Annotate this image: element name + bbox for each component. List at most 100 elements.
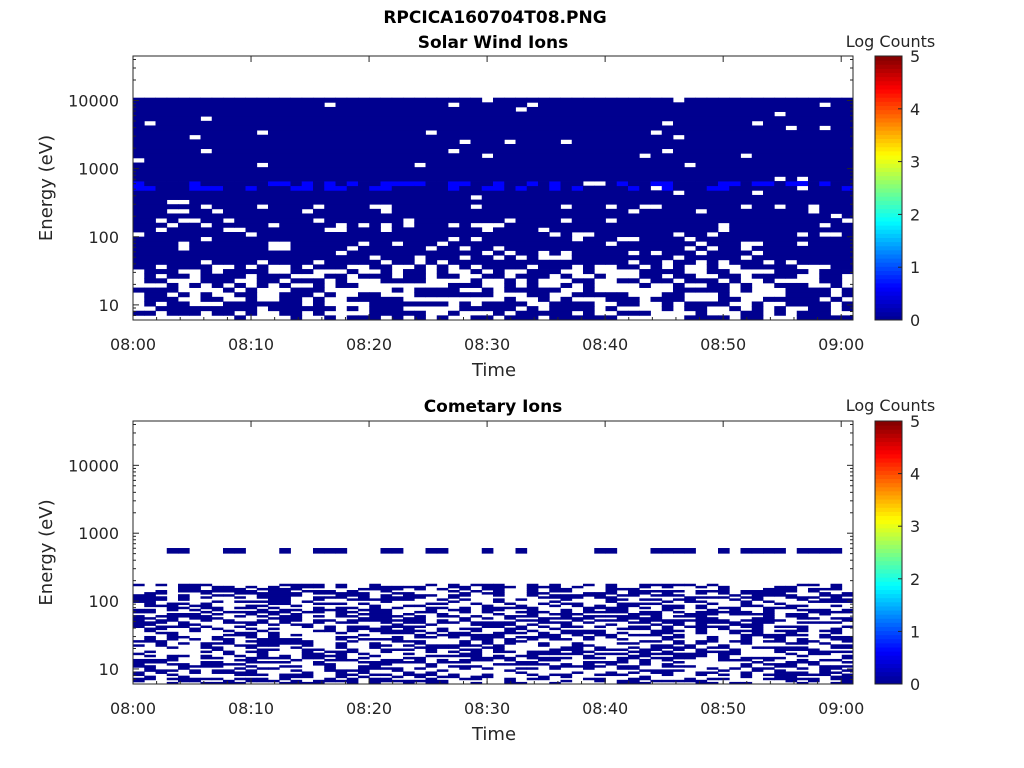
heatmap-cell — [290, 638, 303, 641]
heatmap-cell — [391, 278, 404, 284]
heatmap-cell — [639, 310, 651, 316]
heatmap-cell — [223, 681, 235, 685]
heatmap-cell — [481, 606, 494, 610]
heatmap-cell — [211, 231, 224, 238]
heatmap-cell — [684, 102, 696, 108]
heatmap-cell — [673, 598, 685, 601]
heatmap-cell — [729, 594, 741, 597]
heatmap-cell — [133, 617, 145, 620]
heatmap-cell — [256, 644, 269, 647]
heatmap-cell — [560, 646, 573, 649]
heatmap-cell — [425, 208, 438, 214]
heatmap-cell — [144, 677, 156, 681]
heatmap-cell — [313, 661, 325, 664]
heatmap-cell — [234, 185, 246, 191]
heatmap-cell — [515, 190, 528, 196]
heatmap-cell — [425, 125, 438, 131]
heatmap-cell — [763, 663, 775, 666]
heatmap-cell — [763, 619, 775, 622]
heatmap-cell — [774, 590, 786, 593]
heatmap-cell — [245, 167, 258, 173]
heatmap-cell — [211, 250, 224, 256]
heatmap-cell — [189, 204, 201, 210]
heatmap-cell — [560, 663, 573, 666]
heatmap-cell — [774, 120, 786, 126]
heatmap-cell — [774, 139, 786, 145]
heatmap-cell — [133, 153, 145, 159]
heatmap-cell — [751, 102, 764, 108]
heatmap-cell — [425, 134, 438, 140]
heatmap-cell — [594, 162, 606, 168]
heatmap-cell — [571, 111, 584, 117]
heatmap-cell — [526, 661, 539, 664]
heatmap-cell — [796, 194, 809, 200]
heatmap-cell — [459, 185, 471, 191]
heatmap-cell — [695, 153, 708, 159]
heatmap-cell — [785, 231, 798, 238]
heatmap-cell — [268, 194, 280, 200]
heatmap-cell — [560, 171, 573, 177]
heatmap-cell — [166, 602, 179, 606]
colorbar-tick-label: 0 — [910, 311, 920, 330]
heatmap-cell — [796, 255, 809, 261]
heatmap-cell — [504, 116, 516, 122]
heatmap-cell — [526, 306, 539, 312]
heatmap-cell — [684, 143, 696, 150]
heatmap-cell — [751, 669, 764, 672]
heatmap-cell — [211, 194, 224, 200]
heatmap-cell — [189, 587, 201, 591]
heatmap-cell — [493, 130, 505, 136]
heatmap-cell — [639, 652, 651, 656]
heatmap-cell — [313, 208, 325, 214]
heatmap-cell — [369, 176, 381, 182]
heatmap-cell — [380, 673, 393, 677]
heatmap-cell — [830, 218, 843, 224]
heatmap-cell — [448, 646, 460, 649]
heatmap-cell — [571, 652, 584, 656]
heatmap-cell — [346, 199, 359, 205]
heatmap-cell — [594, 592, 606, 595]
heatmap-cell — [718, 241, 730, 247]
colorbar-step — [875, 295, 902, 300]
heatmap-cell — [436, 125, 449, 131]
heatmap-cell — [493, 648, 505, 651]
heatmap-cell — [763, 635, 775, 639]
heatmap-cell — [459, 162, 471, 168]
heatmap-cell — [245, 269, 258, 275]
heatmap-cell — [448, 231, 460, 238]
heatmap-cell — [706, 617, 719, 620]
heatmap-cell — [178, 612, 190, 616]
heatmap-cell — [380, 667, 393, 670]
heatmap-cell — [785, 604, 798, 608]
heatmap-cell — [583, 185, 595, 191]
heatmap-cell — [448, 600, 460, 603]
heatmap-cell — [628, 650, 640, 654]
heatmap-cell — [706, 167, 719, 173]
heatmap-cell — [594, 241, 606, 247]
heatmap-cell — [144, 602, 156, 606]
heatmap-cell — [245, 143, 258, 150]
heatmap-cell — [706, 301, 719, 307]
heatmap-cell — [234, 633, 246, 637]
heatmap-cell — [718, 143, 730, 150]
heatmap-cell — [403, 594, 415, 597]
heatmap-cell — [133, 194, 145, 200]
heatmap-cell — [729, 640, 741, 643]
heatmap-cell — [706, 218, 719, 224]
heatmap-cell — [403, 194, 415, 200]
heatmap-cell — [785, 264, 798, 270]
heatmap-cell — [526, 619, 539, 622]
heatmap-cell — [234, 631, 246, 635]
heatmap-cell — [481, 306, 494, 312]
heatmap-cell — [819, 592, 831, 595]
heatmap-cell — [718, 134, 730, 140]
heatmap-cell — [335, 656, 348, 660]
heatmap-cell — [245, 245, 258, 251]
heatmap-cell — [245, 658, 258, 662]
heatmap-cell — [459, 661, 471, 664]
heatmap-cell — [526, 315, 539, 321]
heatmap-cell — [369, 208, 381, 214]
heatmap-cell — [425, 236, 438, 242]
heatmap-cell — [155, 661, 168, 664]
heatmap-cell — [155, 106, 168, 112]
